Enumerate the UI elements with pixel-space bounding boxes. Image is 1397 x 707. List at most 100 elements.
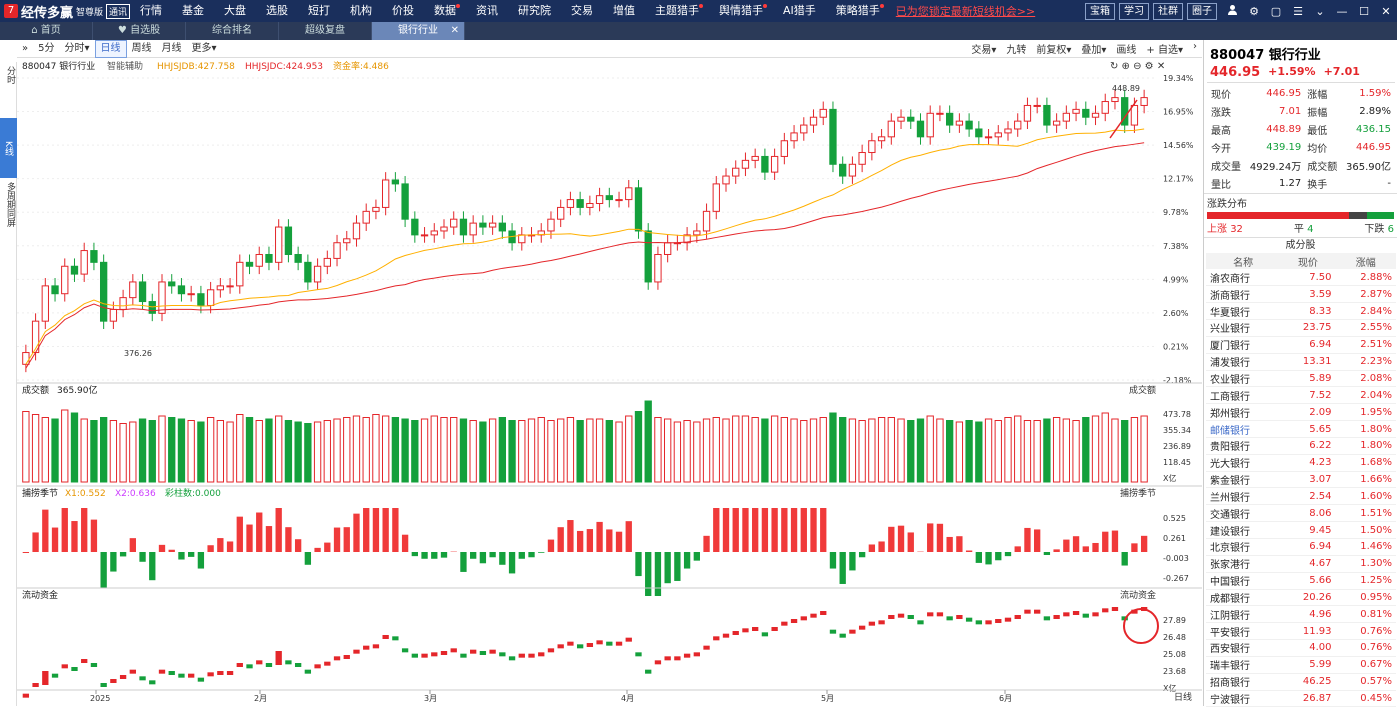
volume-bar bbox=[596, 419, 602, 482]
close-icon[interactable]: ✕ bbox=[1378, 5, 1394, 18]
candle-body bbox=[1005, 129, 1011, 133]
nav-kline[interactable]: K线 bbox=[0, 118, 17, 178]
period-5min[interactable]: 5分 bbox=[33, 41, 59, 57]
menu-item-11[interactable]: 增值 bbox=[603, 0, 645, 22]
smart-assist[interactable]: 智能辅助 bbox=[107, 60, 143, 72]
volume-bar bbox=[567, 418, 573, 483]
chart-area[interactable]: 880047 银行行业 智能辅助 HHJSJDB:427.758 HHJSJDC… bbox=[17, 58, 1202, 703]
period-daily[interactable]: 日线 bbox=[95, 40, 127, 58]
user-icon[interactable] bbox=[1224, 4, 1240, 18]
period-more[interactable]: 更多▾ bbox=[187, 41, 222, 57]
menu-item-10[interactable]: 交易 bbox=[561, 0, 603, 22]
menu-item-2[interactable]: 大盘 bbox=[214, 0, 256, 22]
nav-fenshi[interactable]: 分时 bbox=[0, 62, 17, 88]
ma-line-fast bbox=[26, 129, 1144, 364]
period-fenshi[interactable]: 分时▾ bbox=[60, 41, 95, 57]
trade-button[interactable]: 交易▾ bbox=[966, 41, 1001, 56]
menu-item-6[interactable]: 价投 bbox=[382, 0, 424, 22]
col-name[interactable]: 名称 bbox=[1206, 253, 1280, 269]
period-weekly[interactable]: 周线 bbox=[127, 41, 157, 57]
volume-bar bbox=[431, 416, 437, 482]
overlay-button[interactable]: 叠加▾ bbox=[1076, 41, 1111, 56]
treasure-button[interactable]: 宝箱 bbox=[1085, 3, 1115, 20]
indicator-bar bbox=[1141, 536, 1147, 552]
tab-home[interactable]: ⌂ 首页 bbox=[0, 22, 93, 40]
menu-item-8[interactable]: 资讯 bbox=[466, 0, 508, 22]
circle-button[interactable]: 圈子 bbox=[1187, 3, 1217, 20]
chart-controls[interactable]: ↻ ⊕ ⊖ ⚙ ✕ bbox=[1110, 61, 1165, 72]
candle-body bbox=[159, 282, 165, 313]
expand-icon[interactable]: » bbox=[17, 41, 33, 57]
add-watch-button[interactable]: + 自选▾ bbox=[1141, 41, 1188, 56]
maximize-icon[interactable]: ☐ bbox=[1356, 5, 1372, 18]
menu-item-15[interactable]: 策略猎手 bbox=[826, 0, 890, 22]
chevron-down-icon[interactable]: ⌄ bbox=[1312, 5, 1328, 18]
volume-bar bbox=[489, 419, 495, 482]
menu-item-14[interactable]: AI猎手 bbox=[773, 0, 826, 22]
quote-value: 7.01 bbox=[1246, 103, 1303, 119]
menu-item-5[interactable]: 机构 bbox=[340, 0, 382, 22]
menu-item-12[interactable]: 主题猎手 bbox=[645, 0, 709, 22]
kline-chart[interactable]: 880047 银行行业 智能辅助 HHJSJDB:427.758 HHJSJDC… bbox=[17, 58, 1202, 703]
menu-item-13[interactable]: 舆情猎手 bbox=[709, 0, 773, 22]
col-change[interactable]: 涨幅 bbox=[1336, 253, 1396, 269]
tab-bank-industry[interactable]: 银行行业✕ bbox=[372, 22, 465, 40]
flow-bar bbox=[1092, 612, 1098, 616]
nine-turn-button[interactable]: 九转 bbox=[1001, 41, 1031, 56]
draw-button[interactable]: 画线 bbox=[1111, 41, 1141, 56]
col-price[interactable]: 现价 bbox=[1280, 253, 1335, 269]
gear-icon[interactable]: ⚙ bbox=[1246, 5, 1262, 18]
menu-item-3[interactable]: 选股 bbox=[256, 0, 298, 22]
menu-item-9[interactable]: 研究院 bbox=[508, 0, 561, 22]
component-name: 贵阳银行 bbox=[1206, 437, 1280, 454]
menu-item-0[interactable]: 行情 bbox=[130, 0, 172, 22]
menu-item-7[interactable]: 数据 bbox=[424, 0, 466, 22]
tab-ranking[interactable]: 综合排名 bbox=[186, 22, 279, 40]
adjust-button[interactable]: 前复权▾ bbox=[1031, 41, 1076, 56]
menu-item-4[interactable]: 短打 bbox=[298, 0, 340, 22]
tab-watchlist[interactable]: ♥ 自选股 bbox=[93, 22, 186, 40]
promo-link[interactable]: 已为您锁定最新短线机会>> bbox=[896, 3, 1035, 19]
flow-bar bbox=[664, 656, 670, 660]
study-button[interactable]: 学习 bbox=[1119, 3, 1149, 20]
collapse-icon[interactable]: › bbox=[1188, 41, 1202, 56]
period-monthly[interactable]: 月线 bbox=[157, 41, 187, 57]
x-tick-label: 4月 bbox=[621, 694, 634, 703]
menu-item-1[interactable]: 基金 bbox=[172, 0, 214, 22]
nav-multi-period[interactable]: 多周期同屏 bbox=[0, 178, 17, 231]
window-icon[interactable]: ▢ bbox=[1268, 5, 1284, 18]
minimize-icon[interactable]: — bbox=[1334, 5, 1350, 18]
community-button[interactable]: 社群 bbox=[1153, 3, 1183, 20]
tab-close-icon[interactable]: ✕ bbox=[451, 22, 459, 40]
tab-review[interactable]: 超级复盘 bbox=[279, 22, 372, 40]
list-icon[interactable]: ☰ bbox=[1290, 5, 1306, 18]
candle-body bbox=[966, 121, 972, 129]
volume-bar bbox=[480, 422, 486, 482]
